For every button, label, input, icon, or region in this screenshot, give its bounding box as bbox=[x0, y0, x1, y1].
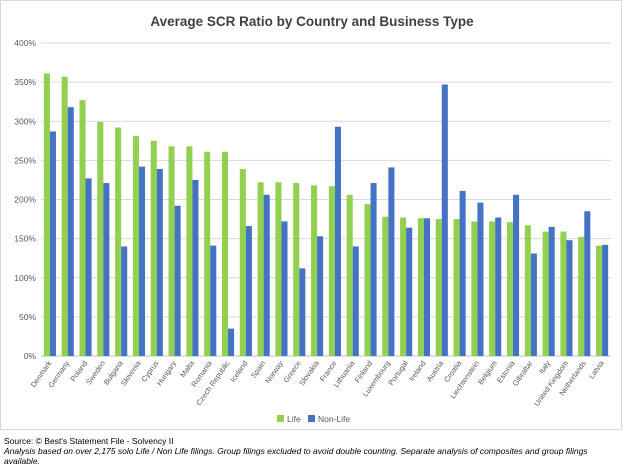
bar-non-life bbox=[566, 240, 573, 356]
bar-non-life bbox=[210, 245, 217, 356]
bar-non-life bbox=[281, 221, 288, 356]
bar-life bbox=[578, 237, 585, 356]
bar-life bbox=[168, 146, 175, 356]
bar-non-life bbox=[602, 244, 609, 356]
bar-non-life bbox=[138, 166, 146, 356]
bar-life bbox=[150, 140, 157, 356]
bar-non-life bbox=[406, 227, 413, 356]
bar-life bbox=[293, 183, 300, 356]
bar-non-life bbox=[245, 226, 252, 356]
bar-life bbox=[489, 221, 496, 356]
bar-life bbox=[400, 217, 407, 356]
x-category-label: Norway bbox=[263, 359, 285, 385]
bar-life bbox=[43, 73, 50, 356]
source-footer: Source: © Best's Statement File - Solven… bbox=[4, 436, 619, 466]
bar-life bbox=[221, 151, 229, 356]
y-tick-label: 350% bbox=[14, 77, 36, 87]
x-category-label: Ireland bbox=[407, 359, 428, 383]
bar-non-life bbox=[548, 226, 555, 356]
bar-life bbox=[542, 231, 549, 356]
bar-non-life bbox=[495, 217, 502, 356]
bars bbox=[43, 73, 609, 357]
bar-life bbox=[61, 76, 68, 357]
bar-life bbox=[417, 218, 424, 356]
bar-non-life bbox=[352, 246, 359, 356]
bar-life bbox=[560, 231, 567, 356]
bar-life bbox=[115, 127, 122, 356]
bar-non-life bbox=[85, 178, 92, 356]
chart-title: Average SCR Ratio by Country and Busines… bbox=[150, 14, 474, 29]
legend-swatch-life bbox=[277, 415, 284, 422]
y-tick-label: 150% bbox=[14, 234, 36, 244]
bar-life bbox=[275, 182, 282, 356]
bar-non-life bbox=[121, 246, 128, 356]
bar-life bbox=[257, 182, 264, 356]
bar-life bbox=[435, 219, 442, 356]
bar-non-life bbox=[299, 268, 306, 356]
x-axis-categories: DenmarkGermanyPolandSwedenBulgariaSloven… bbox=[29, 358, 606, 408]
y-tick-label: 0% bbox=[24, 351, 37, 361]
y-tick-label: 300% bbox=[14, 116, 36, 126]
bar-non-life bbox=[388, 167, 395, 356]
bar-life bbox=[471, 221, 478, 356]
bar-non-life bbox=[67, 107, 74, 356]
bar-non-life bbox=[477, 202, 484, 356]
bar-life bbox=[382, 216, 389, 356]
bar-life bbox=[204, 151, 211, 356]
bar-non-life bbox=[530, 253, 537, 356]
bar-life bbox=[506, 222, 514, 356]
y-tick-label: 50% bbox=[19, 312, 36, 322]
y-tick-label: 200% bbox=[14, 195, 36, 205]
bar-non-life bbox=[156, 168, 163, 356]
bar-non-life bbox=[513, 194, 520, 356]
bar-life bbox=[596, 245, 603, 356]
bar-life bbox=[97, 122, 104, 356]
legend-label-non-life: Non-Life bbox=[318, 414, 350, 424]
x-category-label: Latvia bbox=[587, 358, 606, 380]
x-category-label: Italy bbox=[537, 359, 552, 376]
bar-life bbox=[524, 225, 531, 356]
bar-life bbox=[311, 185, 318, 356]
bar-non-life bbox=[423, 218, 431, 356]
bar-non-life bbox=[263, 194, 270, 356]
bar-non-life bbox=[103, 183, 110, 356]
bar-non-life bbox=[49, 131, 56, 356]
bar-life bbox=[132, 136, 139, 356]
x-category-label: Iceland bbox=[228, 359, 249, 384]
bar-chart: Average SCR Ratio by Country and Busines… bbox=[14, 14, 611, 424]
bar-non-life bbox=[317, 236, 324, 356]
bar-life bbox=[186, 146, 193, 356]
legend: Life Non-Life bbox=[277, 414, 350, 424]
bar-life bbox=[364, 204, 371, 356]
y-tick-label: 100% bbox=[14, 273, 36, 283]
y-tick-label: 250% bbox=[14, 155, 36, 165]
bar-non-life bbox=[228, 328, 235, 356]
legend-label-life: Life bbox=[287, 414, 301, 424]
bar-non-life bbox=[441, 84, 448, 356]
y-tick-label: 400% bbox=[14, 38, 36, 48]
bar-non-life bbox=[584, 211, 591, 356]
methodology-note: Analysis based on over 2,175 solo Life /… bbox=[4, 446, 588, 466]
source-line: Source: © Best's Statement File - Solven… bbox=[4, 436, 174, 446]
chart-area: Average SCR Ratio by Country and Busines… bbox=[0, 0, 622, 430]
bar-life bbox=[79, 100, 86, 356]
bar-non-life bbox=[370, 183, 377, 356]
y-axis-ticks: 0% 50% 100% 150% 200% 250% 300% 350% 400% bbox=[14, 38, 36, 361]
bar-life bbox=[328, 186, 335, 356]
bar-non-life bbox=[334, 126, 341, 356]
bar-life bbox=[453, 219, 460, 356]
bar-life bbox=[346, 194, 353, 356]
bar-non-life bbox=[459, 190, 466, 356]
bar-non-life bbox=[192, 179, 199, 356]
legend-swatch-non-life bbox=[308, 415, 315, 422]
bar-life bbox=[239, 168, 246, 356]
bar-non-life bbox=[174, 205, 181, 356]
